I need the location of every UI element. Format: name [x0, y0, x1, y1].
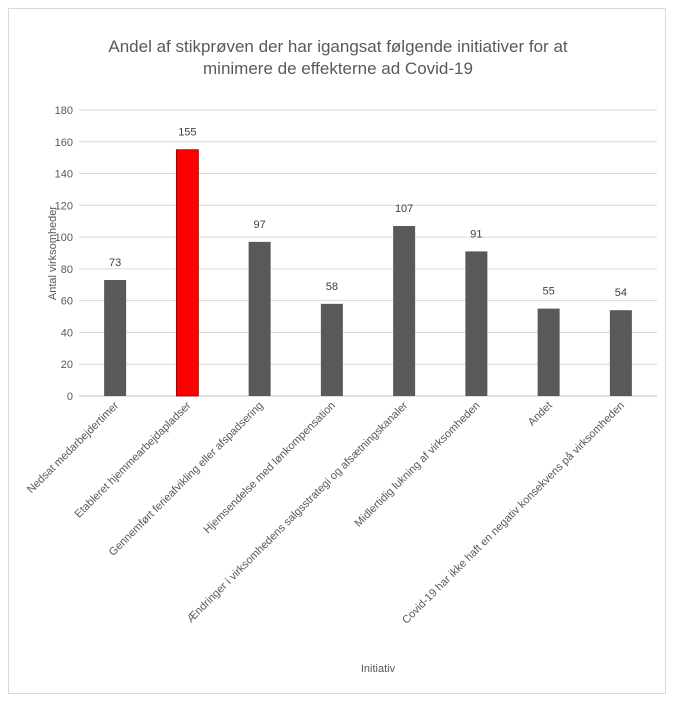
data-label: 58 [326, 281, 338, 293]
bar [609, 310, 632, 396]
chart-title-line: Andel af stikprøven der har igangsat føl… [108, 37, 568, 56]
y-tick-label: 180 [55, 105, 73, 117]
y-tick-label: 60 [61, 296, 73, 308]
y-tick-label: 40 [61, 327, 73, 339]
bar [393, 225, 416, 396]
y-tick-label: 140 [55, 169, 73, 181]
y-axis-title: Antal virksomheder [47, 206, 59, 300]
data-label: 54 [615, 287, 627, 299]
data-label: 91 [470, 228, 482, 240]
x-tick-label: Andet [526, 400, 555, 429]
bar [104, 280, 127, 396]
bar-chart: Andel af stikprøven der har igangsat føl… [25, 37, 657, 675]
y-tick-label: 120 [55, 200, 73, 212]
bar [175, 149, 199, 397]
chart-title-line: minimere de effekterne ad Covid-19 [203, 59, 473, 78]
x-tick-label: Etableret hjemmearbejdapladser [73, 399, 194, 520]
data-labels: 73 155 97 58 107 91 55 54 [109, 127, 627, 299]
bar [537, 308, 560, 396]
y-axis-ticks: 0 20 40 60 80 100 120 140 160 180 [55, 105, 73, 403]
gridlines [79, 109, 657, 397]
data-label: 97 [254, 219, 266, 231]
data-label: 155 [178, 127, 196, 139]
chart-frame: Andel af stikprøven der har igangsat føl… [8, 8, 666, 694]
x-tick-label: Covid-19 har ikke haft en negativ konsek… [400, 400, 627, 627]
bar [465, 251, 488, 396]
chart-title: Andel af stikprøven der har igangsat føl… [108, 37, 568, 78]
data-label: 73 [109, 257, 121, 269]
y-tick-label: 0 [67, 391, 73, 403]
x-tick-label: Gennemført ferieafvikling eller afspadse… [107, 400, 266, 559]
data-label: 55 [543, 286, 555, 298]
data-label: 107 [395, 203, 413, 215]
x-tick-label: Midlertidig lukning af virksomheden [353, 400, 483, 530]
y-tick-label: 160 [55, 137, 73, 149]
y-tick-label: 80 [61, 264, 73, 276]
bars [104, 149, 632, 397]
bar [320, 303, 343, 396]
x-axis-title: Initiativ [361, 663, 396, 675]
y-tick-label: 100 [55, 232, 73, 244]
x-tick-label: Hjemsendelse med lønkompensation [202, 400, 338, 536]
y-tick-label: 20 [61, 359, 73, 371]
bar [248, 241, 271, 396]
